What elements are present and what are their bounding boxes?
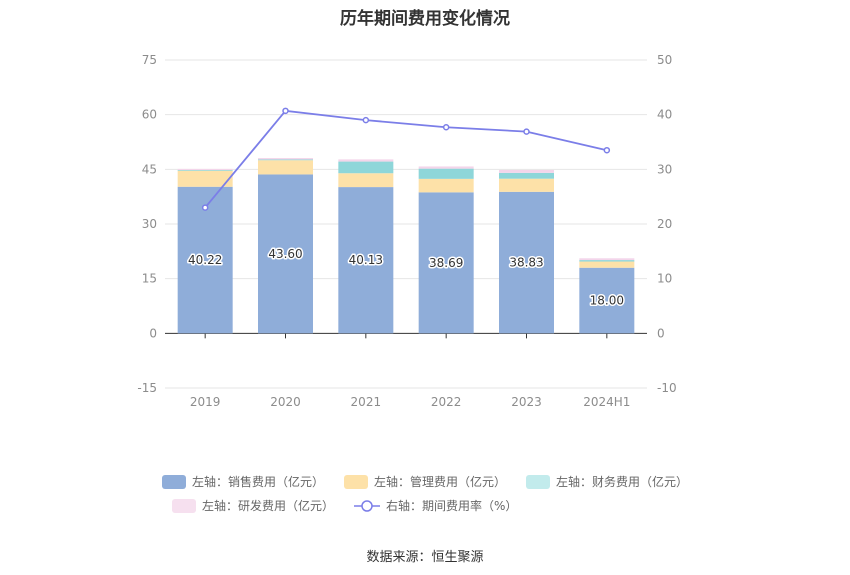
rate-point (201, 204, 209, 211)
rate-point (603, 146, 611, 154)
x-tick-label: 2019 (190, 395, 221, 409)
bar-rnd (338, 159, 394, 162)
chart-area: -15 0 15 30 45 60 75 -10 0 10 20 30 40 50 2019 2020 2021… (137, 53, 677, 409)
bar-value-label: 40.22 (188, 253, 222, 267)
bar-finance (579, 260, 635, 262)
right-tick-label: 0 (657, 326, 665, 340)
bar-admin (418, 178, 474, 193)
rate-point (282, 107, 289, 115)
source-note: 数据来源：恒生聚源 (366, 550, 484, 565)
bar-finance (177, 169, 233, 171)
bar-value-label-halo: 38.69 (429, 256, 463, 270)
bar-value-label-halo: 38.83 (509, 256, 543, 270)
bar-sales (579, 267, 635, 334)
right-tick-label: 50 (657, 53, 672, 67)
x-tick-label: 2024H1 (583, 395, 630, 409)
legend-label-rnd: 左轴：研发费用（亿元） (202, 499, 335, 513)
left-tick-label: 45 (142, 162, 157, 176)
left-tick-label: 30 (142, 217, 157, 231)
rate-line (204, 109, 608, 209)
bar-value-label: 38.69 (429, 256, 463, 270)
chart-title: 历年期间费用变化情况 (340, 9, 510, 29)
legend-swatch-rnd (172, 498, 196, 513)
bar-sales (499, 191, 554, 334)
bar-finance (258, 159, 313, 161)
right-tick-label: 40 (657, 108, 672, 122)
legend-item-rnd[interactable]: 左轴：研发费用（亿元） (172, 497, 334, 514)
legend-label-admin: 左轴：管理费用（亿元） (373, 475, 506, 489)
bar-value-label-halo: 18.00 (590, 294, 624, 308)
left-tick-label: 75 (142, 53, 157, 67)
bar-admin (177, 170, 233, 187)
right-tick-label: 30 (657, 162, 672, 176)
right-tick-label: -10 (657, 381, 677, 395)
bar-rnd (177, 168, 233, 170)
legend-item-admin[interactable]: 左轴：管理费用（亿元） (343, 473, 506, 490)
bar-value-label-halo: 43.60 (268, 247, 302, 261)
bar-rnd (418, 166, 474, 169)
legend-swatch-sales (161, 474, 186, 489)
left-tick-label: 0 (149, 326, 157, 340)
bar-rnd (579, 258, 635, 261)
bar-value-label: 38.83 (509, 256, 543, 270)
rate-point (442, 123, 450, 131)
legend-item-sales[interactable]: 左轴：销售费用（亿元） (161, 473, 324, 490)
left-tick-label: -15 (137, 381, 157, 395)
legend-swatch-finance (526, 474, 550, 489)
legend-label-rate: 右轴：期间费用率（%） (386, 499, 518, 513)
rate-point (362, 116, 370, 124)
bar-finance (338, 161, 394, 174)
left-tick-label: 60 (142, 108, 157, 122)
legend-label-finance: 左轴：财务费用（亿元） (556, 475, 689, 489)
legend-swatch-admin (343, 474, 368, 489)
legend-swatch-rate (354, 499, 381, 512)
bar-sales (258, 174, 313, 334)
right-tick-label: 10 (657, 272, 672, 286)
bar-admin (258, 160, 313, 175)
x-tick-label: 2023 (511, 395, 542, 409)
legend-row-2: 左轴：研发费用（亿元） 右轴：期间费用率（%） (0, 497, 850, 514)
legend-row-1: 左轴：销售费用（亿元） 左轴：管理费用（亿元） 左轴：财务费用（亿元） (0, 473, 850, 490)
left-tick-label: 15 (142, 272, 157, 286)
bar-value-label-halo: 40.13 (349, 253, 383, 267)
bar-value-label: 43.60 (268, 247, 302, 261)
legend-item-rate[interactable]: 右轴：期间费用率（%） (354, 497, 517, 514)
bar-sales (418, 192, 474, 334)
x-tick-label: 2020 (270, 395, 301, 409)
bar-value-label: 40.13 (349, 253, 383, 267)
bar-finance (499, 172, 554, 179)
legend-label-sales: 左轴：销售费用（亿元） (191, 475, 324, 489)
bar-value-label: 18.00 (590, 294, 624, 308)
bar-admin (579, 261, 635, 268)
bar-value-label-halo: 40.22 (188, 253, 222, 267)
bar-admin (499, 178, 554, 192)
bar-rnd (499, 169, 554, 173)
bar-admin (338, 173, 394, 188)
bar-rnd (258, 158, 313, 160)
bar-sales (177, 186, 233, 334)
legend-item-finance[interactable]: 左轴：财务费用（亿元） (526, 473, 688, 490)
rate-point (523, 128, 530, 135)
x-tick-label: 2021 (351, 395, 382, 409)
x-tick-label: 2022 (431, 395, 462, 409)
bar-finance (418, 168, 474, 179)
right-tick-label: 20 (657, 217, 672, 231)
bar-sales (338, 187, 394, 334)
